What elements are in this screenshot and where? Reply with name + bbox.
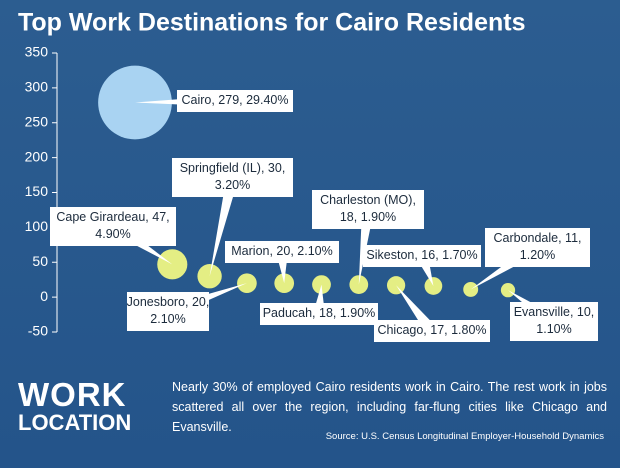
label-box: [374, 320, 490, 342]
data-label: Marion, 20, 2.10%: [231, 244, 332, 258]
data-label-line: Springfield (IL), 30,: [180, 161, 286, 175]
data-label-line: 1.10%: [536, 322, 571, 336]
data-label-line: 2.10%: [150, 312, 185, 326]
data-label: Charleston (MO), 18, 1.90%: [320, 193, 416, 224]
footer-heading: WORK: [18, 376, 127, 413]
data-label-line: Evansville, 10,: [514, 305, 595, 319]
label-pointer: [209, 176, 239, 277]
data-label-line: 1.20%: [520, 248, 555, 262]
data-label: Springfield (IL), 30, 3.20%: [180, 161, 286, 192]
label-box: [260, 303, 378, 325]
label-box: [485, 228, 590, 267]
y-tick-label: 0: [40, 288, 48, 304]
data-label-line: Carbondale, 11,: [493, 231, 581, 245]
label-box: [50, 207, 176, 246]
data-label: Carbondale, 11, 1.20%: [493, 231, 581, 262]
y-tick-label: 150: [25, 183, 49, 199]
label-box: [177, 90, 293, 112]
data-label-line: Paducah, 18, 1.90%: [263, 306, 376, 320]
data-label-line: Cape Girardeau, 47,: [56, 210, 169, 224]
y-tick-label: 200: [25, 148, 49, 164]
data-label: Jonesboro, 20, 2.10%: [127, 295, 210, 326]
bubble: [386, 276, 406, 295]
label-box: [510, 302, 598, 341]
label-box: [363, 245, 481, 267]
y-tick-label: 100: [25, 218, 49, 234]
label-box: [225, 241, 339, 263]
data-label-line: Jonesboro, 20,: [127, 295, 210, 309]
y-tick-label: 250: [25, 113, 49, 129]
data-label: Paducah, 18, 1.90%: [263, 306, 376, 320]
footer-heading: LOCATION: [18, 410, 132, 435]
data-label: Cairo, 279, 29.40%: [181, 93, 288, 107]
data-label-line: 3.20%: [215, 178, 250, 192]
label-box: [127, 292, 209, 331]
source: Source: U.S. Census Longitudinal Employe…: [325, 431, 604, 442]
data-label: Chicago, 17, 1.80%: [377, 323, 486, 337]
label-box: [172, 158, 293, 197]
data-label-line: Marion, 20, 2.10%: [231, 244, 332, 258]
y-tick-label: 50: [32, 253, 48, 269]
label-box: [312, 190, 424, 229]
data-label: Cape Girardeau, 47, 4.90%: [56, 210, 169, 241]
bubble: [98, 65, 172, 140]
data-label-line: Cairo, 279, 29.40%: [181, 93, 288, 107]
y-tick-label: -50: [28, 323, 48, 339]
data-label: Sikeston, 16, 1.70%: [366, 248, 477, 262]
y-tick-label: 350: [25, 44, 49, 60]
data-label: Evansville, 10, 1.10%: [514, 305, 595, 336]
chart-title: Top Work Destinations for Cairo Resident…: [18, 9, 525, 37]
y-tick-label: 300: [25, 79, 49, 95]
data-label-line: Charleston (MO),: [320, 193, 416, 207]
data-label-line: Chicago, 17, 1.80%: [377, 323, 486, 337]
footer-text: Nearly 30% of employed Cairo residents w…: [172, 380, 607, 434]
data-label-line: Sikeston, 16, 1.70%: [366, 248, 477, 262]
data-label-line: 4.90%: [95, 227, 130, 241]
data-label-line: 18, 1.90%: [340, 210, 396, 224]
